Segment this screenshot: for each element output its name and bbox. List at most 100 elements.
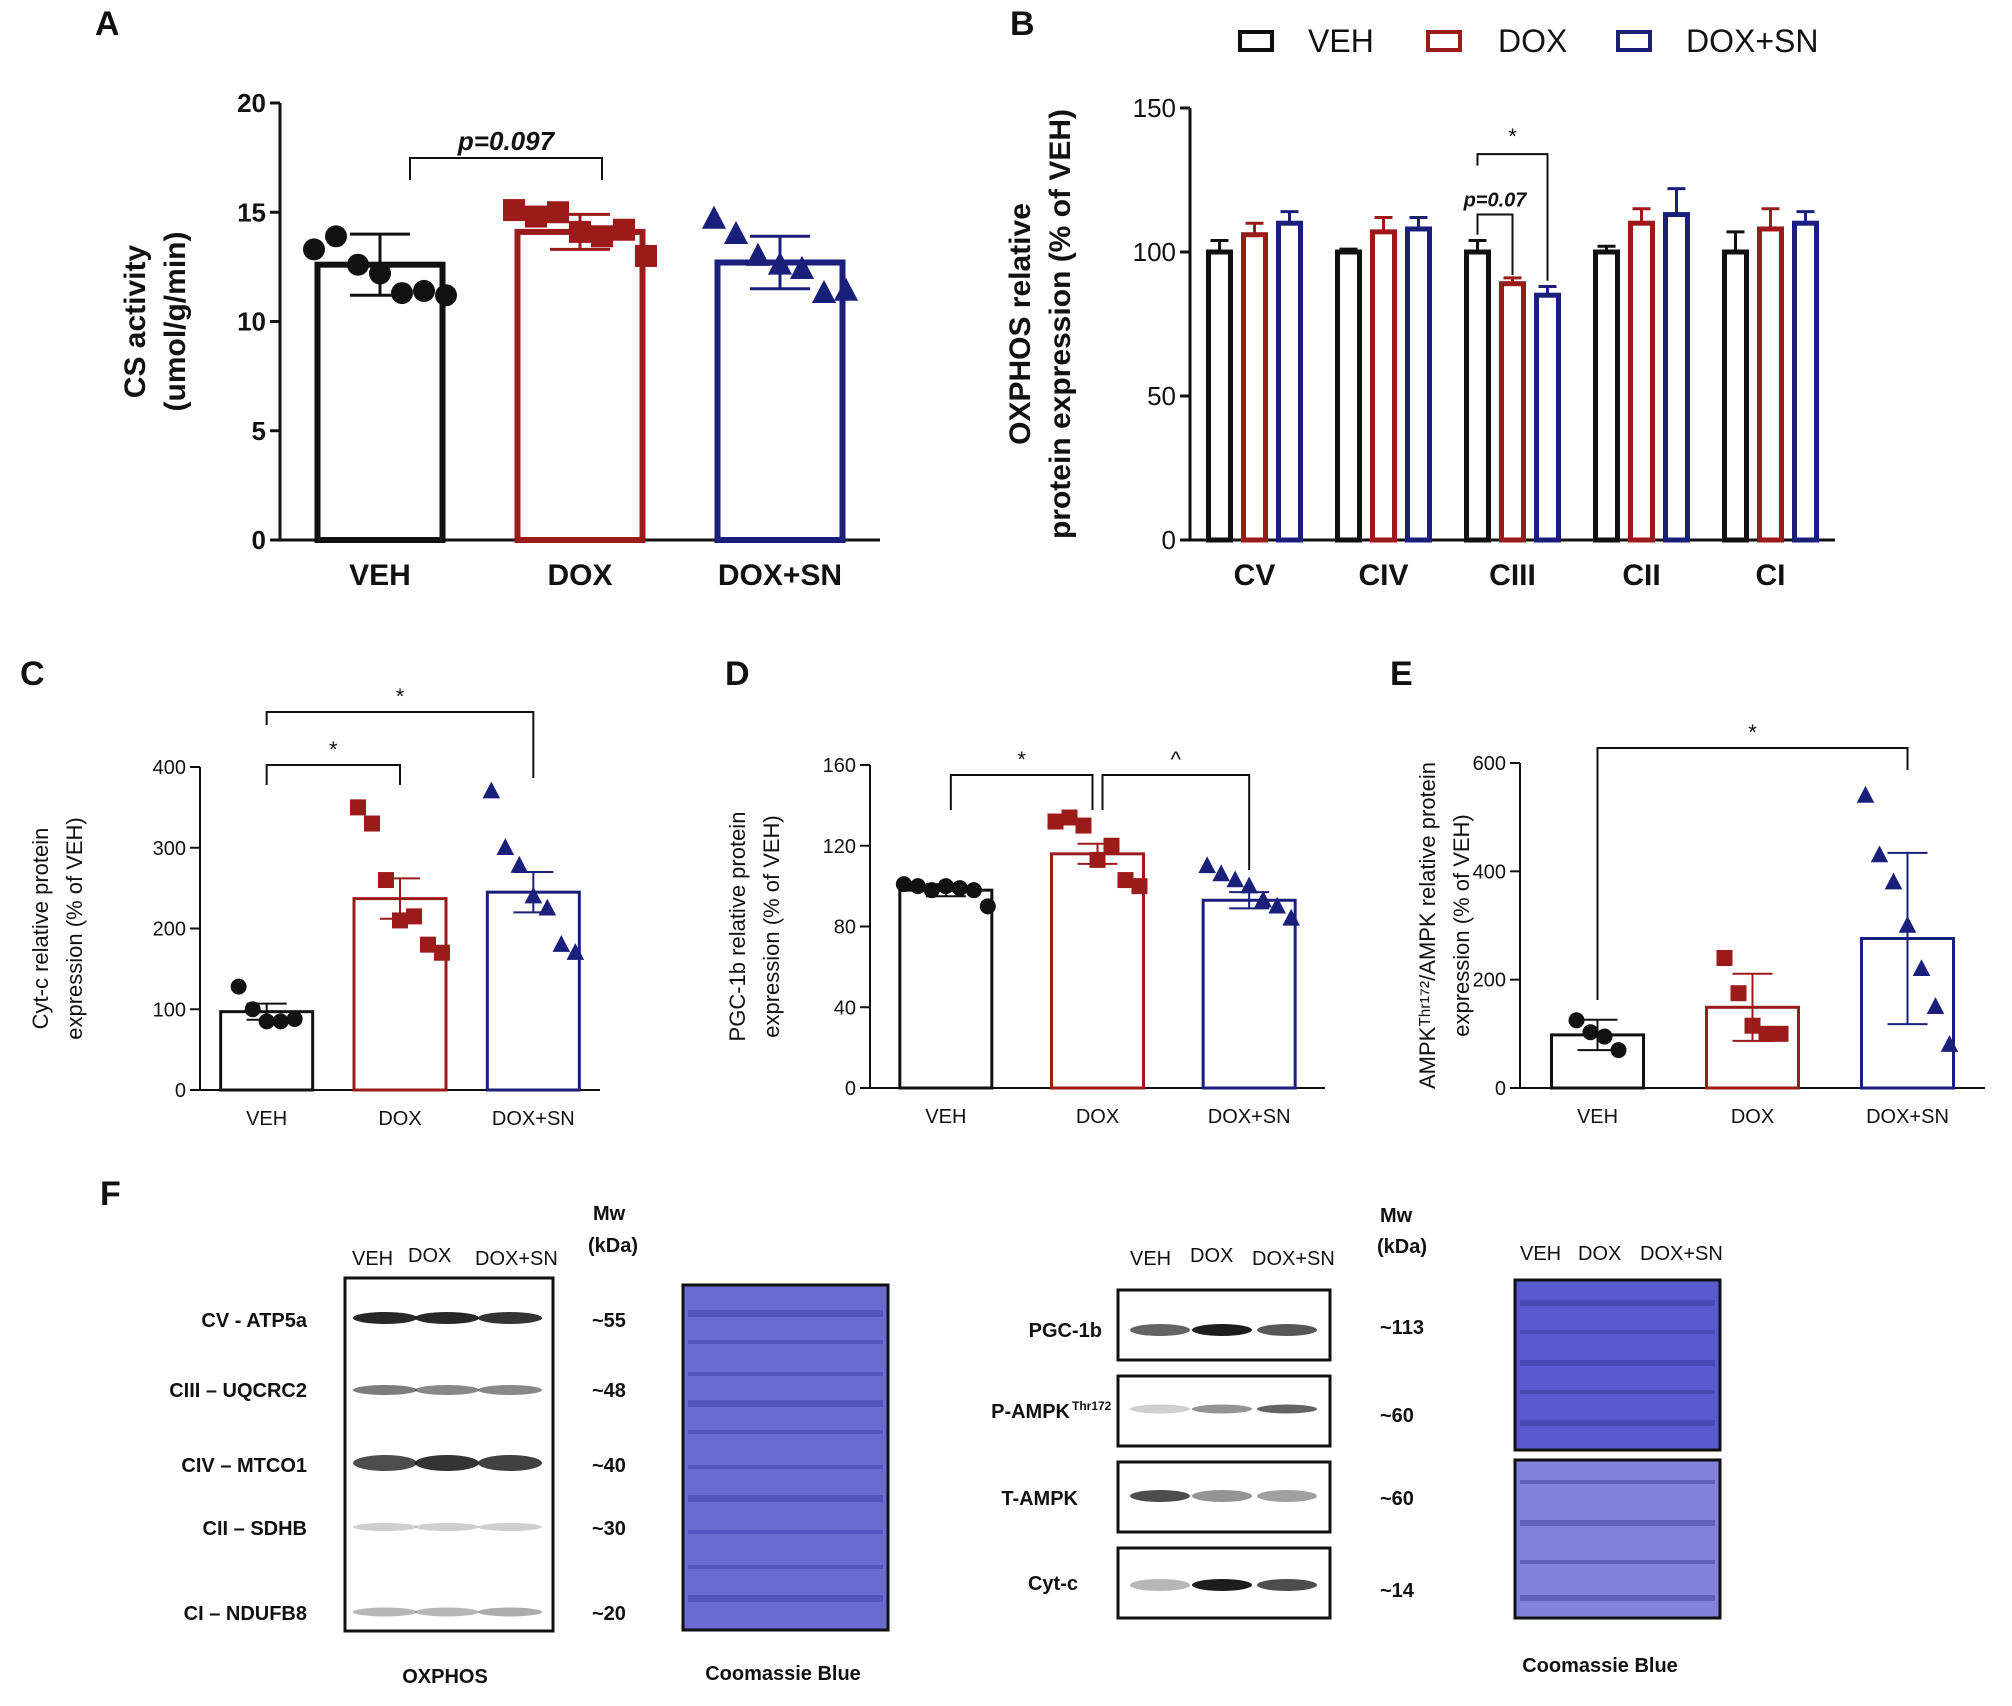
gel-stripe xyxy=(688,1530,883,1534)
data-point xyxy=(1568,1012,1585,1029)
y-axis-title: (umol/g/min) xyxy=(159,232,192,412)
data-point xyxy=(364,815,380,832)
chart-e-ampk: 0 200 400 600 AMPKᵀʰʳ¹⁷²/AMPK relative prote… xyxy=(1415,720,1985,1128)
blot-band xyxy=(1257,1324,1317,1336)
blot-band xyxy=(353,1607,417,1617)
gel-stripe xyxy=(1520,1300,1715,1306)
data-point xyxy=(378,872,394,889)
blot-band xyxy=(415,1523,479,1531)
data-point xyxy=(591,225,613,248)
mw-header-1: Mw xyxy=(593,1203,626,1225)
blot-band xyxy=(1130,1490,1190,1502)
blot-band xyxy=(415,1607,479,1617)
lane-label-doxsn-3: DOX+SN xyxy=(1640,1243,1723,1265)
data-point xyxy=(1254,890,1272,908)
oxphos-caption: OXPHOS xyxy=(402,1666,488,1688)
y-tick-label: 0 xyxy=(1162,525,1176,555)
gel-stripe xyxy=(688,1310,883,1317)
y-tick-label: 100 xyxy=(1133,237,1176,267)
mw-header-4: (kDa) xyxy=(1377,1236,1427,1258)
data-point xyxy=(434,944,450,961)
coomassie-gel-1-bands xyxy=(688,1310,883,1602)
bracket-b-2-label: * xyxy=(1508,124,1517,149)
data-point xyxy=(420,936,436,953)
blot-band xyxy=(1130,1324,1190,1336)
bracket-b-1 xyxy=(1476,213,1514,276)
significance-bracket-d-2 xyxy=(1101,774,1251,870)
blot-mw-4: ~14 xyxy=(1380,1580,1415,1602)
blot-band xyxy=(478,1455,542,1471)
legend-label-doxsn: DOX+SN xyxy=(1686,23,1818,59)
x-tick-label: DOX+SN xyxy=(1866,1106,1949,1128)
y-tick-label: 80 xyxy=(834,917,856,939)
y-tick-label: 200 xyxy=(1473,970,1506,992)
blot-band xyxy=(415,1385,479,1395)
x-tick-label: CIV xyxy=(1358,559,1408,592)
x-tick-label: CII xyxy=(1622,559,1660,592)
gel-stripe xyxy=(1520,1595,1715,1601)
x-tick-label: DOX+SN xyxy=(718,559,842,592)
y-axis-title: Cyt-c relative protein xyxy=(28,828,53,1030)
legend-label-dox: DOX xyxy=(1498,23,1567,59)
chart-d-pgc1b: 0 40 80 120 160 PGC-1b relative protein expres… xyxy=(725,747,1325,1128)
oxphos-mw-4: ~30 xyxy=(592,1518,626,1540)
gel-stripe xyxy=(688,1340,883,1344)
data-point xyxy=(538,898,557,916)
bar-ci-veh xyxy=(1722,249,1749,543)
legend-swatch-veh xyxy=(1238,30,1274,52)
blot-band xyxy=(1192,1579,1252,1591)
bar-civ-veh xyxy=(1335,249,1362,543)
chart-c-cytc: 0 100 200 300 400 Cyt-c relative protein expre… xyxy=(28,684,600,1130)
blot-band xyxy=(1257,1490,1317,1502)
gel-stripe xyxy=(1520,1360,1715,1366)
blot-label-pgc1b: PGC-1b xyxy=(1029,1320,1102,1342)
gel-stripe xyxy=(1520,1390,1715,1394)
bar-dox xyxy=(352,897,448,1092)
blot-label-cytc: Cyt-c xyxy=(1028,1573,1078,1595)
data-point xyxy=(1744,1017,1761,1034)
coomassie-caption-1: Coomassie Blue xyxy=(705,1663,861,1685)
data-point xyxy=(258,1013,275,1030)
bar-doxsn xyxy=(1201,898,1297,1090)
significance-bracket-c-2 xyxy=(265,711,535,778)
data-point xyxy=(547,201,569,224)
lane-label-dox-2: DOX xyxy=(1190,1245,1233,1267)
bar-cv-doxsn xyxy=(1276,220,1303,543)
y-axis-title: expression (% of VEH) xyxy=(62,817,87,1040)
data-point xyxy=(1912,959,1931,977)
bar-dox xyxy=(514,228,646,543)
data-point xyxy=(413,279,435,302)
significance-bracket-e xyxy=(1596,747,1909,1000)
coomassie-gel-1 xyxy=(681,1283,890,1632)
panel-letter-e: E xyxy=(1390,655,1413,693)
data-point xyxy=(979,898,996,915)
gel-stripe xyxy=(688,1465,883,1469)
data-point xyxy=(1716,950,1733,966)
bar-ciii-doxsn xyxy=(1534,292,1561,543)
blot-label-p-ampk: P-AMPK xyxy=(991,1401,1070,1423)
oxphos-mw-1: ~55 xyxy=(592,1310,626,1332)
y-tick-label: 100 xyxy=(153,999,186,1021)
data-point xyxy=(391,282,413,305)
coomassie-gel-3 xyxy=(1513,1458,1722,1620)
x-tick-label: VEH xyxy=(246,1108,287,1130)
blot-band xyxy=(353,1385,417,1395)
y-tick-label: 0 xyxy=(1495,1078,1506,1100)
data-point xyxy=(510,855,529,873)
gel-stripe xyxy=(688,1495,883,1502)
data-point xyxy=(325,225,347,248)
bar-ciii-dox xyxy=(1499,281,1526,543)
data-point xyxy=(937,878,954,895)
blot-band xyxy=(478,1607,542,1617)
data-point xyxy=(244,1001,261,1018)
y-tick-label: 600 xyxy=(1473,753,1506,775)
bar-ciii-veh xyxy=(1464,249,1491,543)
blot-mw-1: ~113 xyxy=(1380,1317,1424,1339)
x-tick-label: CV xyxy=(1234,559,1276,592)
gel-stripe xyxy=(1520,1520,1715,1526)
data-point xyxy=(909,878,926,895)
x-tick-label: DOX xyxy=(1731,1106,1774,1128)
panel-letter-f: F xyxy=(100,1175,121,1213)
oxphos-label-cii: CII – SDHB xyxy=(203,1518,307,1540)
legend-label-veh: VEH xyxy=(1308,23,1374,59)
